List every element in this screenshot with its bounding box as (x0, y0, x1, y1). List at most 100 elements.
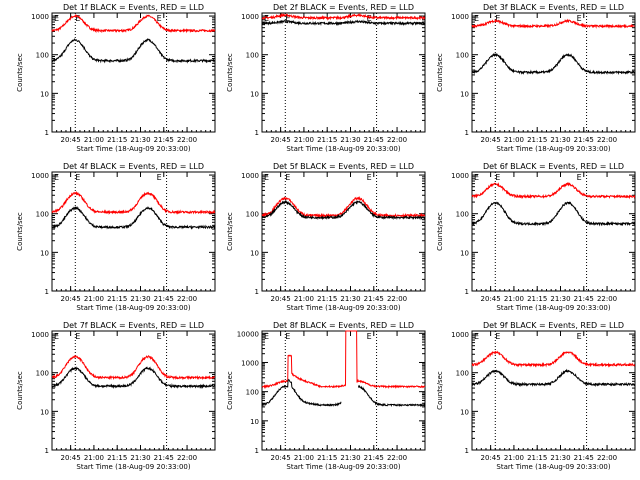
events-series-line (471, 52, 636, 76)
x-tick-label: 21:45 (574, 136, 594, 144)
y-tick-label: 100 (456, 52, 469, 60)
events-series-line (51, 205, 216, 230)
y-tick-label: 1 (465, 447, 469, 455)
y-tick-label: 1 (255, 447, 259, 455)
x-tick-label: 21:30 (340, 454, 360, 462)
panel-title: Det 5f BLACK = Events, RED = LLD (273, 162, 414, 171)
x-axis-label: Start Time (18-Aug-09 20:33:00) (496, 145, 610, 153)
lld-series-line (261, 330, 426, 390)
y-tick-label: 100 (456, 370, 469, 378)
marker-letter-e: E (264, 332, 269, 341)
y-axis-label: Counts/sec (226, 371, 234, 410)
y-tick-label: 1 (45, 129, 49, 137)
marker-letter-e: E (285, 14, 290, 23)
panel-det-5: Det 5f BLACK = Events, RED = LLD 1 10 100 10… (226, 162, 426, 312)
x-tick-label: 22:00 (177, 136, 197, 144)
y-tick-label: 10 (460, 408, 469, 416)
y-tick-label: 10000 (237, 330, 259, 338)
x-tick-label: 21:45 (154, 136, 174, 144)
x-tick-label: 20:45 (61, 454, 81, 462)
x-axis-label: Start Time (18-Aug-09 20:33:00) (496, 463, 610, 471)
x-tick-label: 21:00 (294, 454, 314, 462)
x-axis-label: Start Time (18-Aug-09 20:33:00) (496, 304, 610, 312)
y-tick-label: 100 (36, 211, 49, 219)
lld-series-line (261, 12, 426, 21)
x-tick-label: 21:15 (107, 295, 127, 303)
x-tick-label: 22:00 (387, 136, 407, 144)
x-tick-label: 21:15 (107, 454, 127, 462)
plot-frame (471, 330, 636, 451)
lld-series-line (471, 18, 635, 29)
marker-letter-e: E (367, 332, 372, 341)
x-axis-label: Start Time (18-Aug-09 20:33:00) (76, 463, 190, 471)
x-tick-label: 22:00 (177, 295, 197, 303)
y-tick-label: 100 (246, 52, 259, 60)
x-tick-label: 22:00 (597, 136, 617, 144)
x-tick-label: 21:30 (130, 136, 150, 144)
y-tick-label: 10 (460, 90, 469, 98)
plot-frame (261, 12, 426, 133)
x-tick-label: 22:00 (597, 454, 617, 462)
y-axis-label: Counts/sec (226, 212, 234, 251)
x-tick-label: 21:30 (340, 136, 360, 144)
events-series-line (51, 38, 216, 64)
x-tick-label: 21:45 (154, 295, 174, 303)
x-tick-label: 21:15 (317, 454, 337, 462)
y-tick-label: 100 (246, 389, 259, 397)
lld-series-line (51, 354, 215, 381)
x-tick-label: 21:00 (84, 136, 104, 144)
y-tick-label: 1000 (31, 331, 49, 339)
x-tick-label: 20:45 (481, 136, 501, 144)
y-axis-label: Counts/sec (16, 371, 24, 410)
marker-letter-e: E (495, 173, 500, 182)
panel-title: Det 2f BLACK = Events, RED = LLD (273, 3, 414, 12)
x-tick-label: 21:00 (84, 295, 104, 303)
panel-title: Det 8f BLACK = Events, RED = LLD (273, 321, 414, 330)
x-axis-label: Start Time (18-Aug-09 20:33:00) (286, 463, 400, 471)
y-tick-label: 1 (255, 129, 259, 137)
y-tick-label: 1 (465, 129, 469, 137)
marker-letter-e: E (367, 173, 372, 182)
y-tick-label: 1000 (241, 13, 259, 21)
y-tick-label: 1000 (451, 331, 469, 339)
events-series-line (471, 368, 636, 388)
panel-det-3: Det 3f BLACK = Events, RED = LLD 1 10 100 10… (436, 3, 636, 153)
panel-det-7: Det 7f BLACK = Events, RED = LLD 1 10 100 10… (16, 321, 216, 471)
x-tick-label: 22:00 (387, 295, 407, 303)
events-series-line (51, 366, 216, 390)
marker-letter-e: E (75, 14, 80, 23)
marker-letter-e: E (264, 173, 269, 182)
panel-det-8: Det 8f BLACK = Events, RED = LLD 1 10 100 10… (226, 321, 426, 471)
events-series-line (261, 19, 426, 27)
panel-title: Det 7f BLACK = Events, RED = LLD (63, 321, 204, 330)
panel-det-6: Det 6f BLACK = Events, RED = LLD 1 10 100 10… (436, 162, 636, 312)
events-series-line (471, 201, 636, 227)
x-tick-label: 20:45 (481, 454, 501, 462)
x-tick-label: 20:45 (481, 295, 501, 303)
panel-det-1: Det 1f BLACK = Events, RED = LLD 1 10 100 10… (16, 3, 216, 153)
x-tick-label: 20:45 (271, 454, 291, 462)
x-tick-label: 21:00 (504, 454, 524, 462)
x-tick-label: 21:30 (550, 295, 570, 303)
lld-series-line (51, 13, 216, 34)
x-tick-label: 21:00 (294, 295, 314, 303)
plot-frame (51, 330, 216, 451)
panel-det-2: Det 2f BLACK = Events, RED = LLD 1 10 100 10… (226, 3, 426, 153)
marker-letter-e: E (474, 332, 479, 341)
x-tick-label: 22:00 (597, 295, 617, 303)
x-tick-label: 21:00 (504, 295, 524, 303)
marker-letter-e: E (474, 173, 479, 182)
x-tick-label: 21:15 (527, 295, 547, 303)
lld-series-line (261, 195, 426, 219)
x-tick-label: 22:00 (387, 454, 407, 462)
x-tick-label: 21:00 (84, 454, 104, 462)
y-axis-label: Counts/sec (436, 53, 444, 92)
lld-series-line (51, 190, 216, 215)
marker-letter-e: E (75, 173, 80, 182)
x-tick-label: 21:45 (364, 136, 384, 144)
x-axis-label: Start Time (18-Aug-09 20:33:00) (286, 145, 400, 153)
x-tick-label: 22:00 (177, 454, 197, 462)
y-axis-label: Counts/sec (226, 53, 234, 92)
marker-letter-e: E (75, 332, 80, 341)
